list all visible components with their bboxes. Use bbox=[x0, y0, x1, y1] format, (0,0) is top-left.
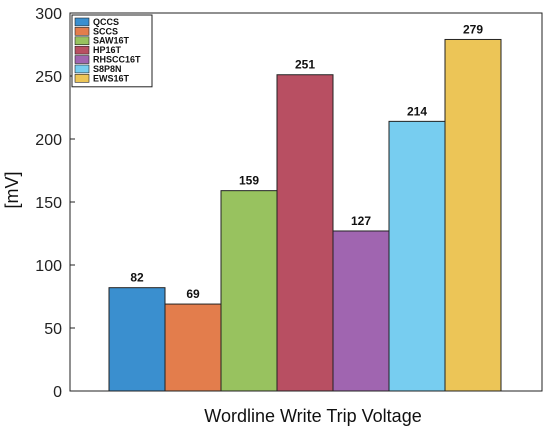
y-tick-label: 100 bbox=[35, 258, 62, 275]
bar-s8p8n bbox=[388, 120, 446, 392]
legend-swatch bbox=[74, 55, 90, 64]
legend-entry-label: HP16T bbox=[93, 45, 122, 55]
bar-value-label: 69 bbox=[186, 287, 200, 301]
bar-value-label: 279 bbox=[463, 22, 483, 36]
y-tick-label: 0 bbox=[53, 384, 62, 401]
bars-group bbox=[108, 38, 502, 392]
legend-entry-label: EWS16T bbox=[93, 73, 130, 83]
bar-value-label: 127 bbox=[351, 214, 371, 228]
bar-value-label: 251 bbox=[295, 58, 315, 72]
legend-swatch bbox=[74, 74, 90, 83]
legend-entry-label: SCCS bbox=[93, 26, 118, 36]
legend-entry-label: RHSCC16T bbox=[93, 55, 141, 65]
bar-value-label: 159 bbox=[239, 174, 259, 188]
legend-swatch bbox=[74, 27, 90, 36]
bar-ews16t bbox=[444, 38, 502, 392]
y-tick-label: 50 bbox=[44, 321, 62, 338]
legend-swatch bbox=[74, 45, 90, 55]
x-axis-label: Wordline Write Trip Voltage bbox=[204, 406, 421, 426]
legend-entry-label: QCCS bbox=[93, 17, 119, 27]
legend-swatch bbox=[74, 36, 90, 45]
legend-swatch bbox=[74, 64, 90, 74]
bar-hp16t bbox=[276, 74, 334, 392]
legend-entry-label: S8P8N bbox=[93, 64, 122, 74]
bar-value-labels: 82 69 159 251 127 214 279 bbox=[130, 22, 483, 301]
bar-value-label: 214 bbox=[407, 104, 427, 118]
bar-qccs bbox=[108, 287, 166, 392]
bar-value-label: 82 bbox=[130, 271, 144, 285]
y-tick-label: 200 bbox=[35, 132, 62, 149]
legend-swatch bbox=[74, 17, 90, 27]
y-tick-label: 250 bbox=[35, 69, 62, 86]
y-axis-ticks: 0 50 100 150 200 250 300 bbox=[35, 6, 75, 401]
y-axis-label: [mV] bbox=[2, 171, 22, 208]
y-tick-label: 150 bbox=[35, 195, 62, 212]
bar-rhscc16t bbox=[332, 230, 390, 392]
bar-sccs bbox=[164, 303, 222, 392]
y-tick-label: 300 bbox=[35, 6, 62, 23]
bar-saw16t bbox=[220, 190, 278, 392]
legend-entry-label: SAW16T bbox=[93, 36, 130, 46]
